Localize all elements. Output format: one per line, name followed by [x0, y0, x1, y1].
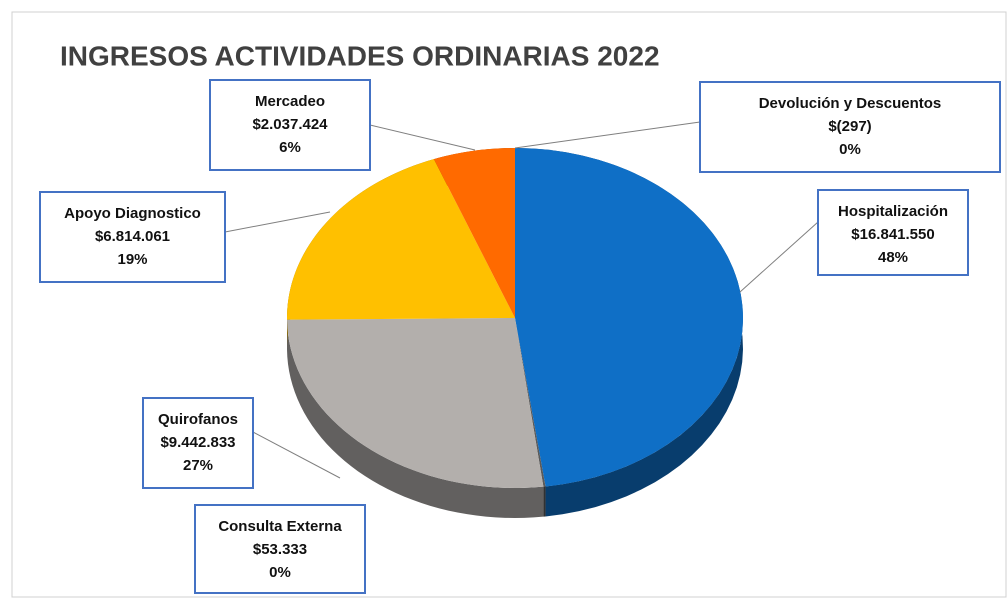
label-name: Quirofanos: [158, 411, 238, 428]
label-value: $53.333: [253, 541, 307, 558]
label-value: $(297): [828, 118, 871, 135]
label-name: Apoyo Diagnostico: [64, 205, 201, 222]
label-percent: 19%: [117, 251, 147, 268]
label-percent: 0%: [839, 141, 861, 158]
label-name: Hospitalización: [838, 203, 948, 220]
label-percent: 0%: [269, 564, 291, 581]
label-value: $6.814.061: [95, 228, 170, 245]
label-value: $16.841.550: [851, 226, 934, 243]
chart-title: INGRESOS ACTIVIDADES ORDINARIAS 2022: [60, 40, 660, 71]
label-value: $2.037.424: [252, 116, 328, 133]
slice-side: [543, 486, 545, 516]
label-percent: 27%: [183, 457, 213, 474]
label-name: Mercadeo: [255, 93, 325, 110]
pie: [287, 148, 743, 518]
label-name: Devolución y Descuentos: [759, 95, 942, 112]
label-value: $9.442.833: [160, 434, 235, 451]
label-percent: 48%: [878, 249, 908, 266]
label-name: Consulta Externa: [218, 518, 342, 535]
label-percent: 6%: [279, 139, 301, 156]
